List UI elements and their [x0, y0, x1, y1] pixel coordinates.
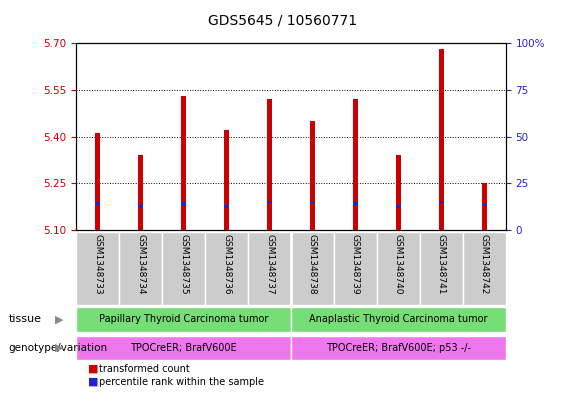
Bar: [291, 307, 506, 332]
Text: ■: ■: [88, 377, 98, 387]
Text: GSM1348737: GSM1348737: [265, 234, 274, 295]
Text: genotype/variation: genotype/variation: [8, 343, 107, 353]
Bar: [95, 134, 101, 230]
Text: TPOCreER; BrafV600E; p53 -/-: TPOCreER; BrafV600E; p53 -/-: [326, 343, 471, 353]
Text: percentile rank within the sample: percentile rank within the sample: [99, 377, 264, 387]
Bar: [267, 201, 272, 203]
Bar: [377, 232, 420, 305]
Text: TPOCreER; BrafV600E: TPOCreER; BrafV600E: [131, 343, 237, 353]
Bar: [310, 121, 315, 230]
Bar: [463, 232, 506, 305]
Bar: [396, 155, 401, 230]
Bar: [420, 232, 463, 305]
Text: GSM1348738: GSM1348738: [308, 234, 317, 295]
Bar: [481, 204, 487, 206]
Text: Papillary Thyroid Carcinoma tumor: Papillary Thyroid Carcinoma tumor: [99, 314, 268, 324]
Text: Anaplastic Thyroid Carcinoma tumor: Anaplastic Thyroid Carcinoma tumor: [309, 314, 488, 324]
Bar: [224, 205, 229, 208]
Bar: [267, 99, 272, 230]
Text: transformed count: transformed count: [99, 364, 190, 374]
Text: GSM1348739: GSM1348739: [351, 234, 360, 295]
Bar: [181, 96, 186, 230]
Text: ■: ■: [88, 364, 98, 374]
Text: tissue: tissue: [8, 314, 41, 324]
Bar: [438, 201, 444, 203]
Bar: [438, 50, 444, 230]
Bar: [291, 336, 506, 360]
Bar: [396, 205, 401, 208]
Text: GDS5645 / 10560771: GDS5645 / 10560771: [208, 14, 357, 28]
Bar: [205, 232, 248, 305]
Text: GSM1348735: GSM1348735: [179, 234, 188, 295]
Bar: [481, 183, 487, 230]
Bar: [138, 155, 144, 230]
Text: GSM1348742: GSM1348742: [480, 234, 489, 294]
Text: GSM1348734: GSM1348734: [136, 234, 145, 294]
Bar: [248, 232, 291, 305]
Bar: [310, 201, 315, 203]
Bar: [76, 232, 119, 305]
Bar: [353, 202, 358, 205]
Bar: [353, 99, 358, 230]
Bar: [334, 232, 377, 305]
Text: GSM1348741: GSM1348741: [437, 234, 446, 294]
Text: GSM1348736: GSM1348736: [222, 234, 231, 295]
Bar: [95, 202, 101, 205]
Bar: [162, 232, 205, 305]
Bar: [291, 232, 334, 305]
Bar: [76, 307, 291, 332]
Bar: [224, 130, 229, 230]
Text: ▶: ▶: [55, 343, 64, 353]
Bar: [181, 202, 186, 205]
Text: ▶: ▶: [55, 314, 64, 324]
Text: GSM1348740: GSM1348740: [394, 234, 403, 294]
Text: GSM1348733: GSM1348733: [93, 234, 102, 295]
Bar: [76, 336, 291, 360]
Bar: [119, 232, 162, 305]
Bar: [138, 205, 144, 208]
